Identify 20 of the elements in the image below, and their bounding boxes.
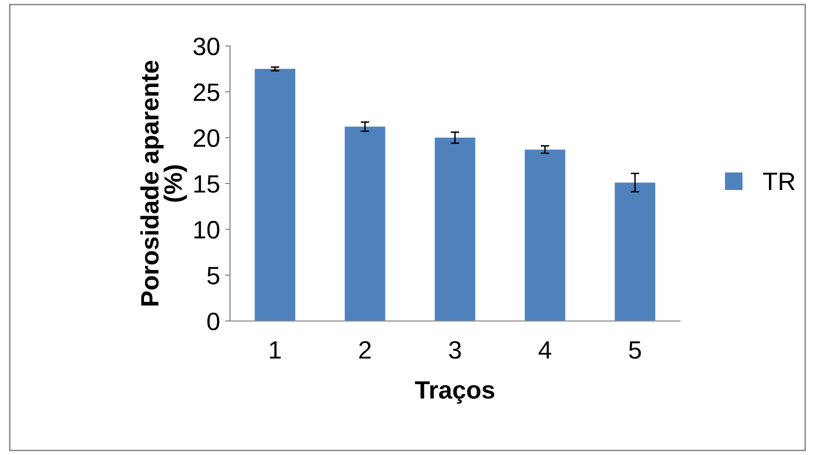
x-tick-label: 3 (449, 341, 461, 359)
y-tick-label: 5 (207, 267, 220, 284)
bar (434, 138, 476, 321)
y-tick-label: 25 (194, 83, 220, 102)
x-tick-label: 1 (270, 341, 281, 359)
x-tick-label: 5 (629, 341, 641, 359)
x-tick-label: 4 (538, 341, 552, 359)
y-tick-label: 20 (194, 129, 220, 147)
bar (614, 182, 656, 321)
x-axis-title: Traços (414, 381, 494, 404)
x-tick-label: 2 (359, 341, 371, 359)
y-tick-label: 15 (194, 175, 220, 193)
y-tick-label: 30 (193, 38, 220, 56)
y-tick-label: 0 (207, 312, 220, 330)
bar (344, 126, 386, 321)
y-tick-label: 10 (194, 220, 220, 239)
bar (524, 150, 566, 321)
y-axis-title: Porosidade aparente (%) (140, 60, 187, 306)
bar (254, 68, 296, 321)
legend-label: TR (763, 172, 795, 190)
